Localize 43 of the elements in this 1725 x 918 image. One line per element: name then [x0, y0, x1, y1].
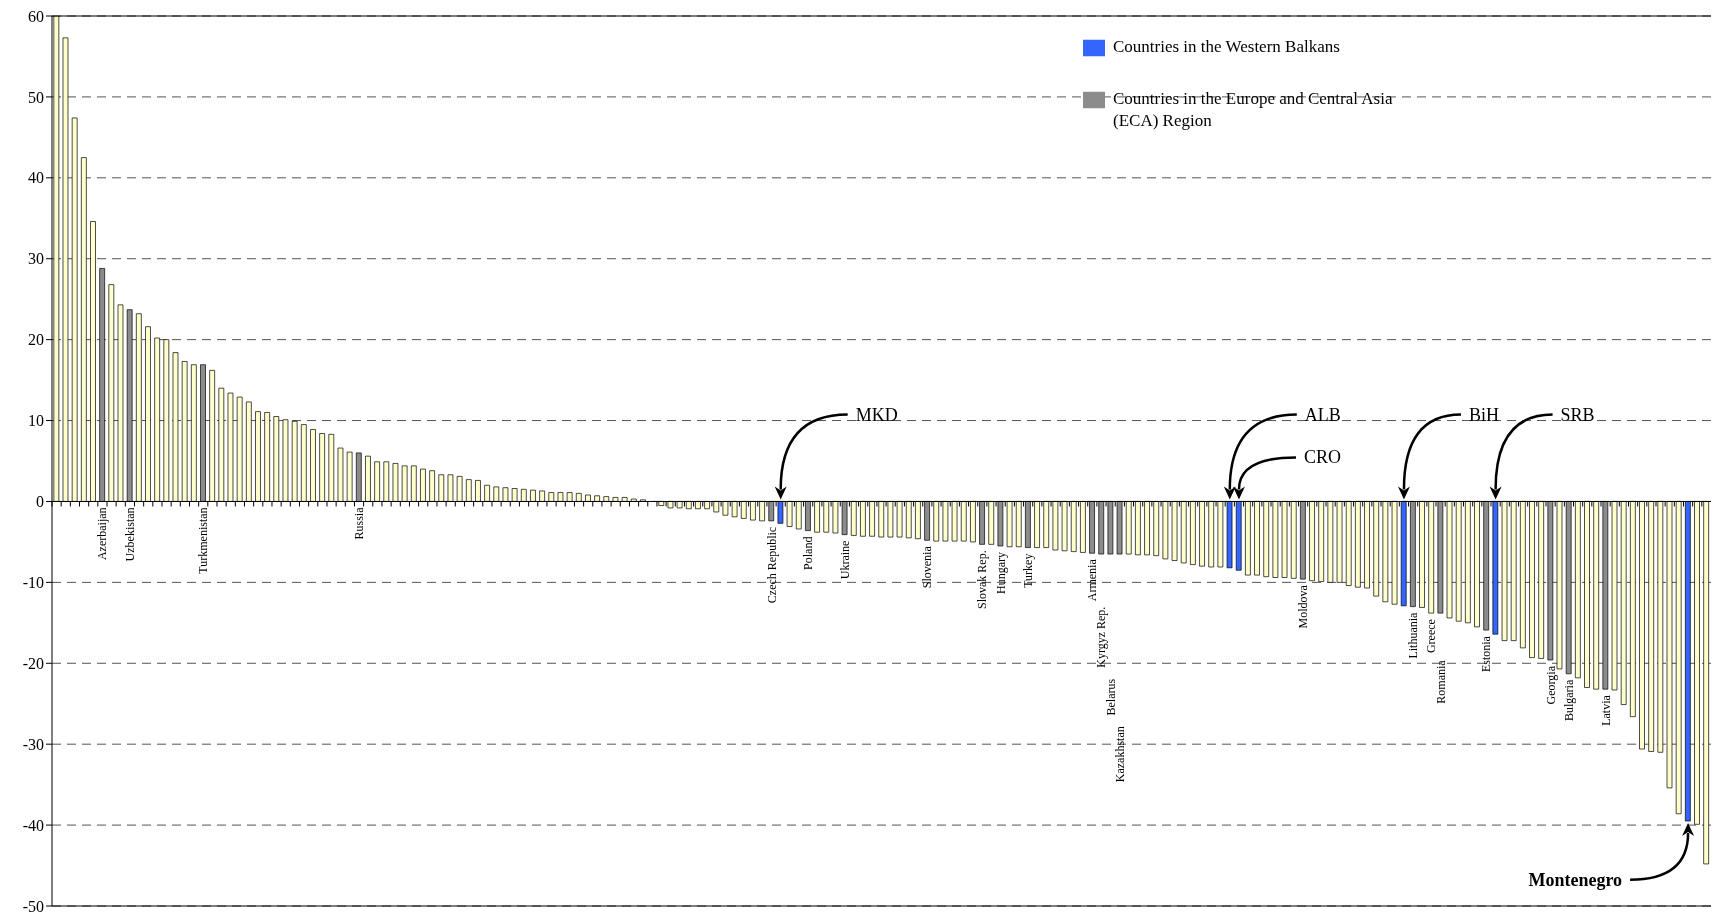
x-tick-label: Greece [1424, 619, 1439, 654]
y-tick-label: 30 [28, 250, 44, 268]
annotation: BiH [1468, 404, 1499, 425]
x-tick-label: Belarus [1103, 678, 1118, 716]
x-tick-label: Moldova [1296, 584, 1311, 629]
x-tick-label: Romania [1433, 659, 1448, 704]
x-tick-label: Russia [352, 506, 367, 540]
legend-label: Countries in the Western Balkans [1113, 36, 1341, 58]
x-tick-label: Slovenia [920, 545, 935, 589]
x-tick-label: Azerbaijan [95, 507, 110, 561]
x-tick-label: Turkmenistan [196, 507, 211, 574]
x-tick-label: Lithuania [1406, 611, 1421, 659]
x-tick-label: Czech Republic [764, 526, 779, 604]
y-tick-label: -40 [22, 816, 44, 834]
x-tick-label: Bulgaria [1561, 679, 1576, 722]
x-tick-label: Latvia [1598, 694, 1613, 726]
x-tick-label: Kyrgyz Rep. [1094, 606, 1109, 668]
x-tick-label: Ukraine [837, 540, 852, 580]
y-tick-label: 60 [28, 7, 44, 25]
y-tick-label: 10 [28, 412, 44, 430]
annotation: SRB [1560, 404, 1595, 425]
y-tick-label: 0 [36, 493, 44, 511]
x-tick-label: Poland [801, 536, 816, 570]
annotation: Montenegro [1528, 869, 1623, 890]
y-tick-label: 20 [28, 331, 44, 349]
x-tick-label: Slovak Rep. [975, 550, 990, 610]
legend-label: Countries in the Europe and Central Asia (ECA) Region [1113, 88, 1394, 132]
annotation: MKD [855, 404, 898, 425]
x-tick-label: Turkey [1021, 553, 1036, 588]
y-tick-label: -30 [22, 735, 44, 753]
x-tick-label: Uzbekistan [122, 507, 137, 562]
x-tick-label: Estonia [1479, 635, 1494, 673]
x-tick-label: Georgia [1543, 665, 1558, 705]
y-tick-label: 40 [28, 169, 44, 187]
x-tick-label: Armenia [1085, 558, 1100, 602]
y-tick-label: 50 [28, 88, 44, 106]
x-tick-label: Hungary [993, 551, 1008, 594]
x-tick-label: Kazakhstan [1112, 726, 1127, 783]
y-tick-label: -50 [22, 897, 44, 915]
y-tick-label: -20 [22, 654, 44, 672]
annotation: ALB [1304, 404, 1341, 425]
y-tick-label: -10 [22, 574, 44, 592]
annotation: CRO [1303, 447, 1341, 468]
